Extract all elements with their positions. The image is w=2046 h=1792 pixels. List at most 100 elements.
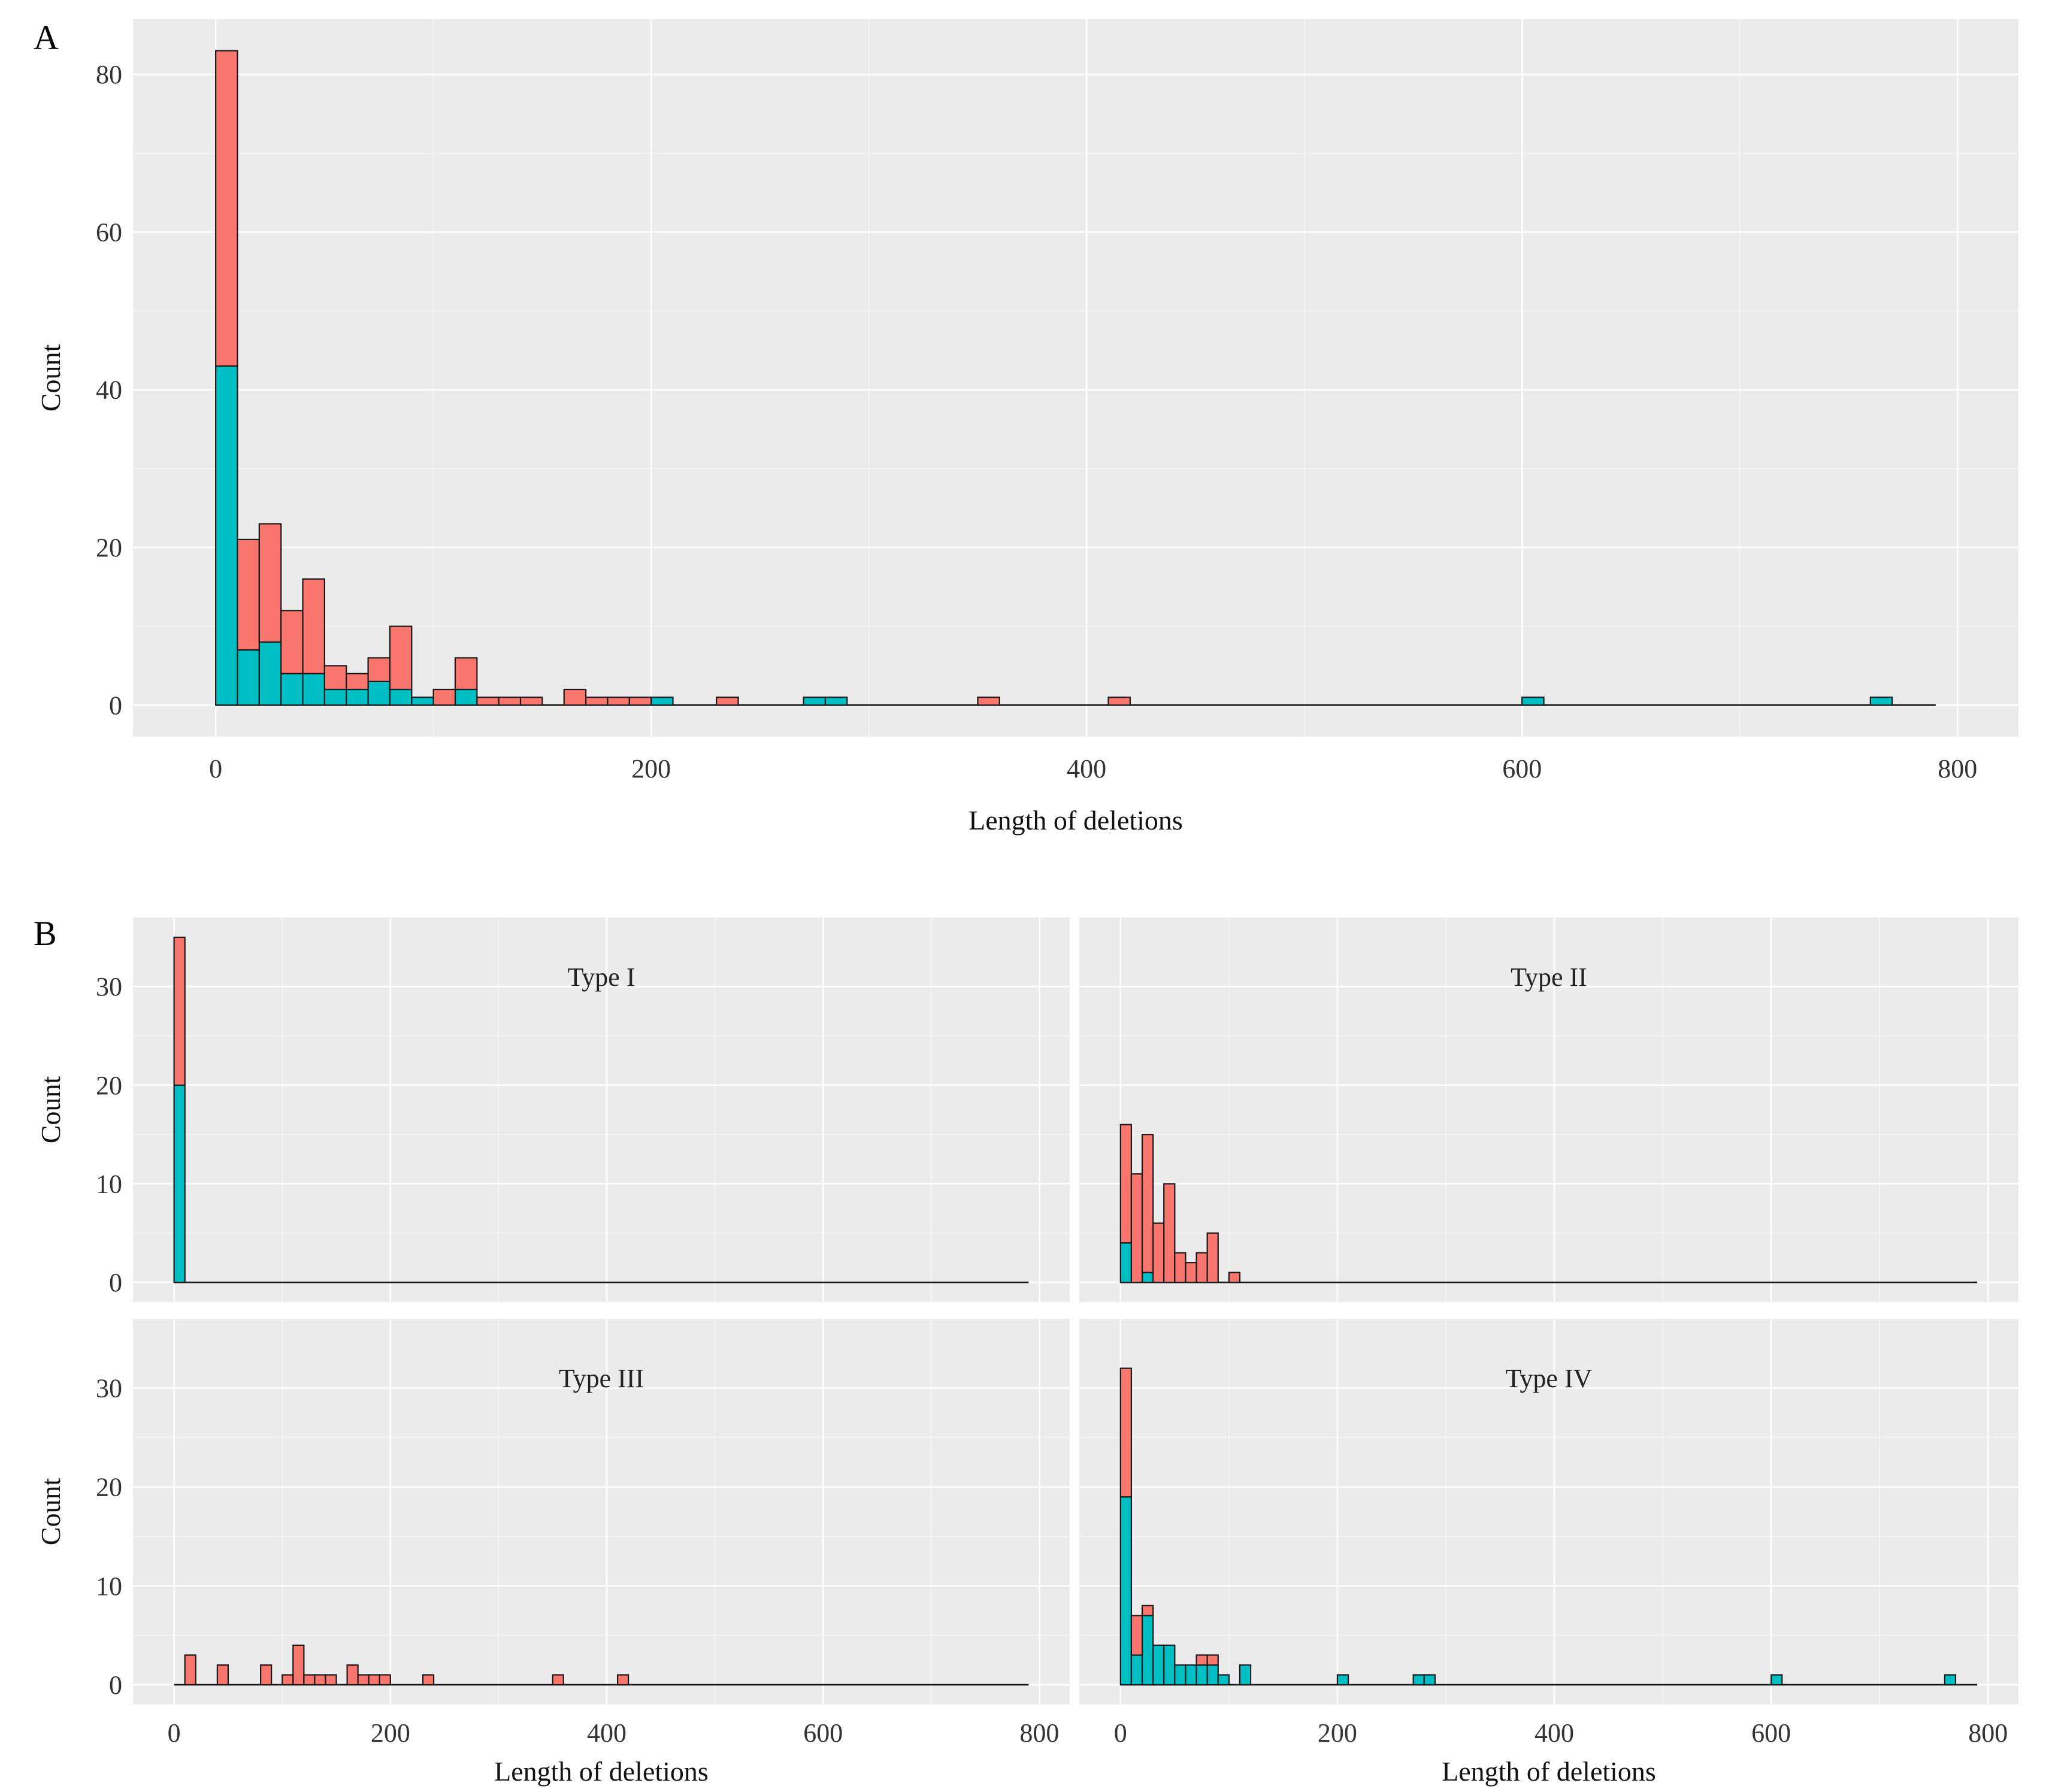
x-axis-title: Length of deletions (494, 1756, 709, 1787)
histogram-bar (346, 688, 369, 706)
x-tick-label: 0 (209, 754, 222, 783)
y-tick-label: 20 (96, 1071, 122, 1100)
y-tick-label: 30 (96, 1374, 122, 1403)
panel-background (1079, 918, 2018, 1302)
x-tick-label: 400 (1535, 1718, 1574, 1748)
histogram-bar (346, 673, 369, 691)
histogram-bar (1141, 1272, 1154, 1284)
histogram-bar (237, 649, 260, 706)
histogram-bar (282, 1674, 294, 1686)
histogram-bar (379, 1674, 391, 1686)
facet-strip-label: Type IV (1506, 1364, 1593, 1393)
histogram-bar (367, 657, 391, 682)
y-tick-label: 40 (96, 376, 122, 405)
histogram-bar (616, 1674, 629, 1686)
y-tick-label: 0 (109, 1670, 122, 1700)
histogram-bar (650, 697, 674, 706)
x-tick-label: 400 (1067, 754, 1106, 783)
histogram-bar (411, 697, 434, 706)
histogram-bar (1195, 1654, 1208, 1666)
histogram-bar (1239, 1664, 1252, 1686)
x-axis-title: Length of deletions (1442, 1756, 1656, 1787)
histogram-bar (1217, 1674, 1230, 1686)
histogram-bar (1141, 1605, 1154, 1617)
histogram-bar (607, 697, 630, 706)
histogram-bar (803, 697, 827, 706)
histogram-bar (552, 1674, 564, 1686)
histogram-bar (1141, 1134, 1154, 1273)
y-tick-label: 0 (109, 1268, 122, 1297)
histogram-bar (314, 1674, 326, 1686)
x-tick-label: 0 (1114, 1718, 1127, 1748)
y-tick-label: 20 (96, 533, 122, 562)
histogram-bar (1521, 697, 1545, 706)
histogram-bar (323, 665, 347, 691)
histogram-bar (258, 641, 282, 706)
panel-background (133, 918, 1070, 1302)
histogram-bar (1163, 1183, 1176, 1284)
histogram-bar (716, 697, 739, 706)
histogram-bar (1152, 1644, 1165, 1686)
histogram-bar (1869, 697, 1893, 706)
y-tick-label: 10 (96, 1169, 122, 1198)
histogram-bar (1130, 1615, 1143, 1656)
histogram-bar (1944, 1674, 1957, 1686)
histogram-bar (1206, 1232, 1219, 1284)
panel-background (133, 19, 2018, 737)
panel-background (1079, 1319, 2018, 1705)
panel-background (133, 1319, 1070, 1705)
histogram-bar (432, 688, 456, 706)
y-axis-title: Count (35, 344, 66, 412)
panel-label-a: A (34, 18, 59, 57)
histogram-bar (184, 1654, 196, 1686)
x-tick-label: 200 (631, 754, 671, 783)
histogram-bar (519, 697, 543, 706)
chart-b-type-ii: Type II (1079, 918, 2018, 1302)
y-tick-label: 30 (96, 972, 122, 1001)
histogram-bar (1412, 1674, 1425, 1686)
histogram-bar (1423, 1674, 1436, 1686)
x-tick-label: 400 (587, 1718, 626, 1748)
histogram-bar (216, 1664, 229, 1686)
histogram-bar (1185, 1664, 1197, 1686)
histogram-bar (1119, 1124, 1133, 1244)
histogram-bar (237, 538, 260, 651)
histogram-bar (824, 697, 848, 706)
y-tick-label: 80 (96, 60, 122, 89)
histogram-bar (260, 1664, 273, 1686)
histogram-bar (1130, 1173, 1143, 1284)
chart-b-type-iv: 0 200 400 600 800 Length of deletions Type IV (1079, 1319, 2018, 1787)
histogram-bar (585, 697, 609, 706)
histogram-bar (1152, 1222, 1165, 1284)
histogram-bar (422, 1674, 435, 1686)
y-tick-label: 10 (96, 1572, 122, 1601)
histogram-bar (1228, 1272, 1241, 1284)
histogram-bar (367, 680, 391, 706)
x-tick-label: 800 (1019, 1718, 1059, 1748)
histogram-bar (977, 697, 1000, 706)
panel-label-b: B (34, 914, 57, 953)
facet-strip-label: Type III (559, 1364, 644, 1393)
histogram-bar (325, 1674, 337, 1686)
histogram-bar (1141, 1615, 1154, 1686)
histogram-bar (476, 697, 500, 706)
histogram-bar (215, 365, 238, 706)
x-tick-label: 200 (371, 1718, 410, 1748)
histogram-bar (303, 1674, 316, 1686)
histogram-bar (292, 1644, 305, 1686)
histogram-bar (280, 673, 304, 706)
histogram-bar (1107, 697, 1131, 706)
histogram-bar (173, 936, 186, 1086)
histogram-bar (1130, 1654, 1143, 1686)
chart-b-type-iii: 0 10 20 30 0 200 400 600 800 Length of deletions C… (35, 1319, 1070, 1787)
x-tick-label: 800 (1938, 754, 1977, 783)
histogram-bar (1119, 1242, 1133, 1284)
histogram-bar (368, 1674, 380, 1686)
chart-b-type-i: 0 10 20 30 Count Type I (35, 918, 1070, 1302)
histogram-bar (258, 523, 282, 643)
histogram-bar (1206, 1664, 1219, 1686)
y-tick-label: 0 (109, 691, 122, 720)
histogram-bar (173, 1084, 186, 1284)
histogram-bar (1174, 1664, 1187, 1686)
